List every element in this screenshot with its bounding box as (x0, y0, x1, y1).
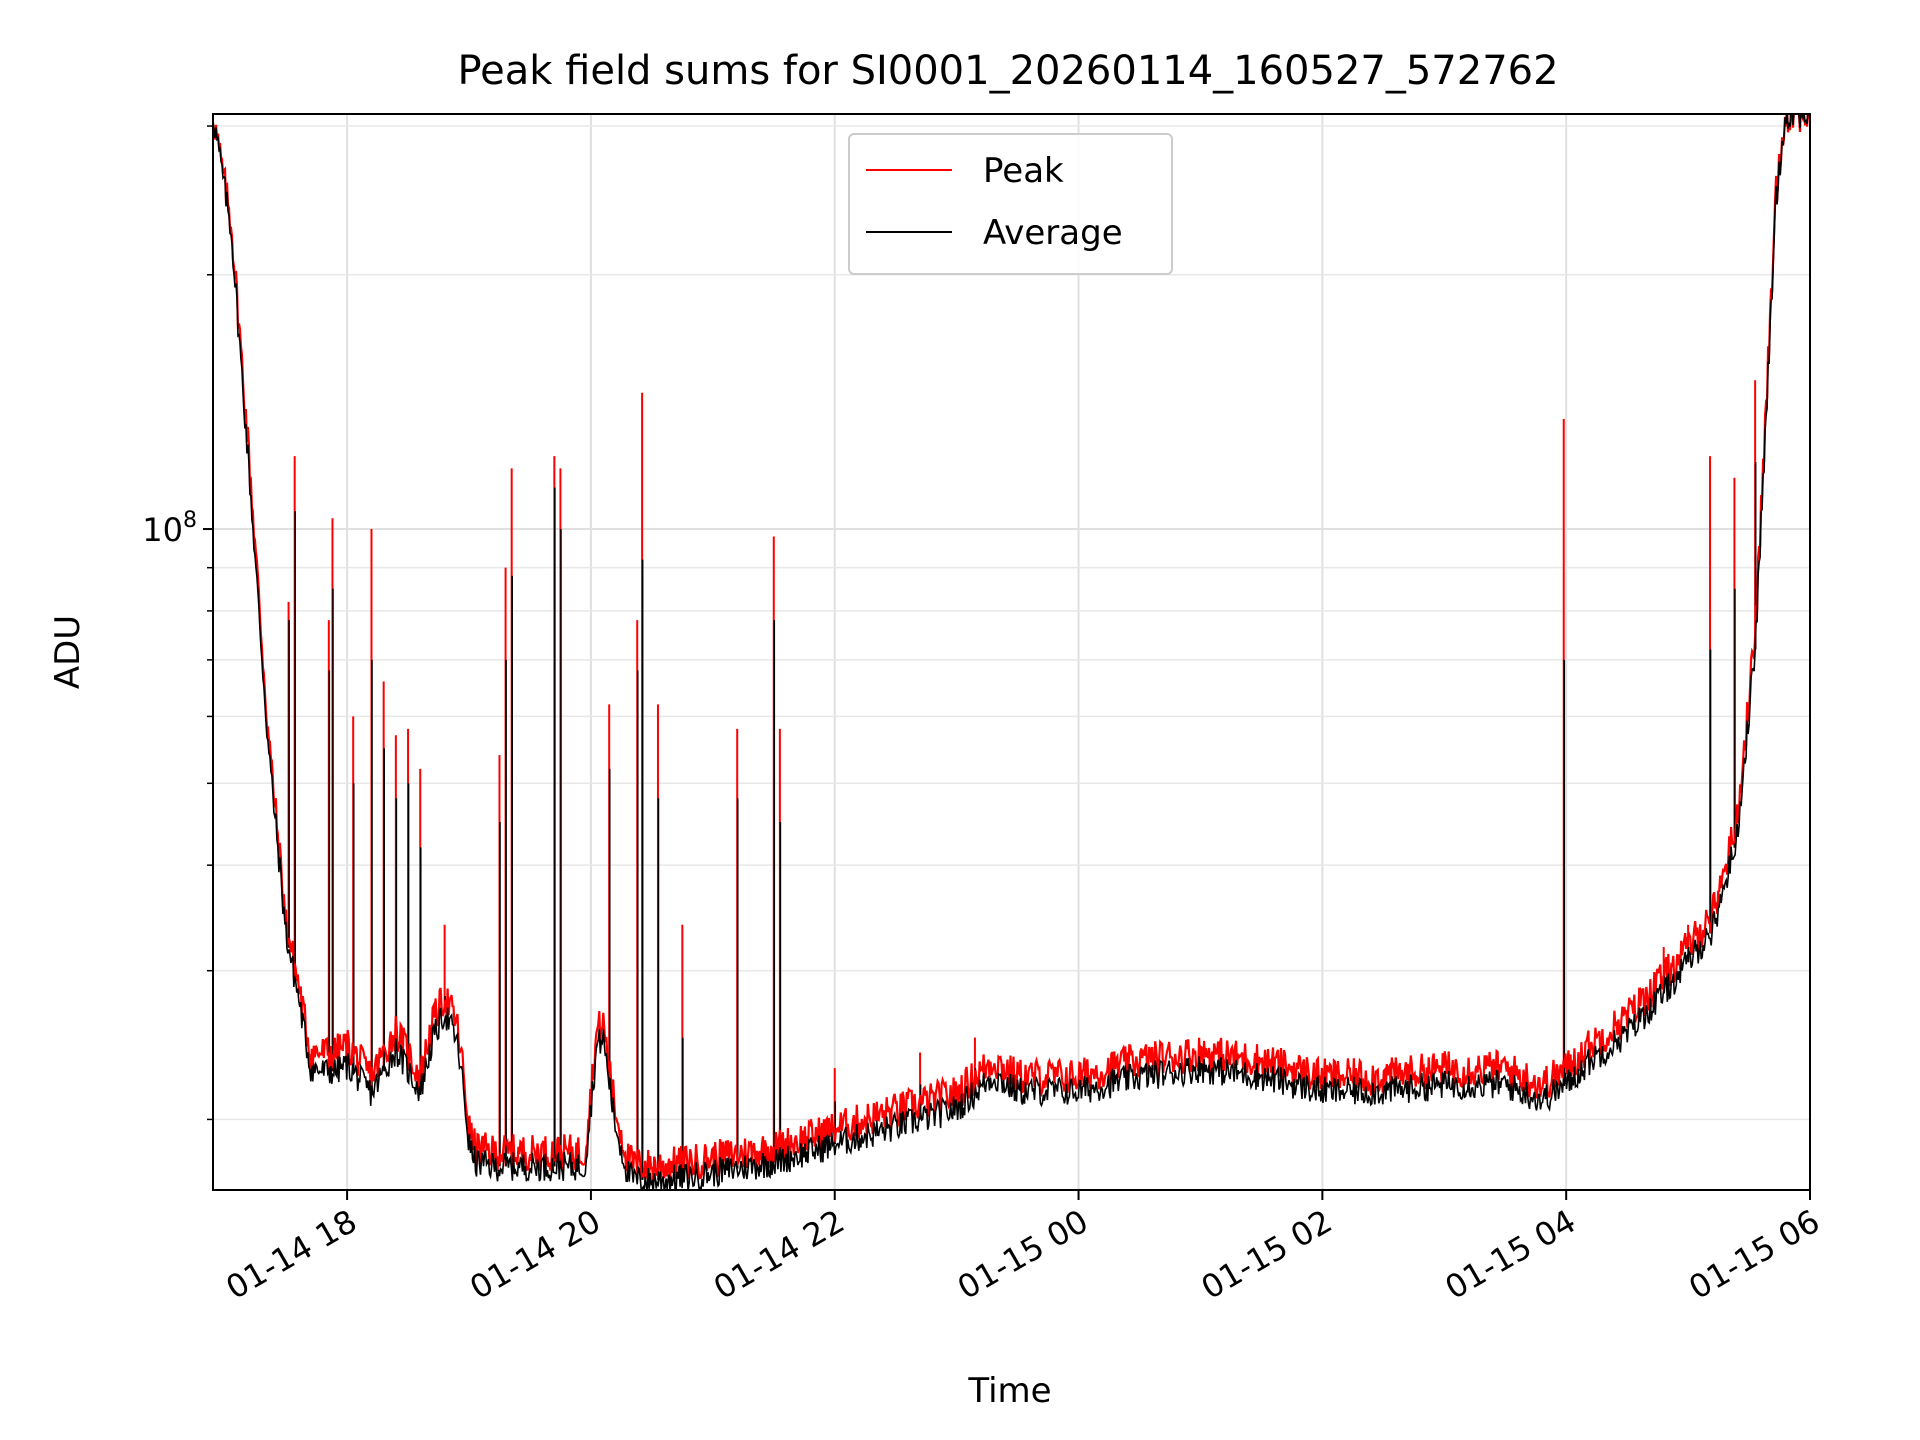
spikes-group (287, 380, 1757, 1181)
series-line-average (213, 114, 1810, 1190)
legend-label-average: Average (983, 213, 1123, 253)
y-tick-label: 108 (142, 508, 197, 549)
x-axis-label: Time (967, 1371, 1051, 1411)
legend: Peak Average (848, 133, 1173, 275)
y-axis: 108 (142, 125, 213, 1121)
y-tick-label-base: 10 (142, 511, 183, 549)
plot-frame (212, 113, 1811, 1191)
plot-area (213, 114, 1810, 1190)
y-axis-label: ADU (48, 615, 88, 689)
grid-lines (213, 114, 1811, 1190)
y-tick-label-exponent: 8 (183, 508, 197, 533)
legend-label-peak: Peak (983, 151, 1064, 191)
chart-title: Peak field sums for SI0001_20260114_1605… (457, 48, 1558, 94)
